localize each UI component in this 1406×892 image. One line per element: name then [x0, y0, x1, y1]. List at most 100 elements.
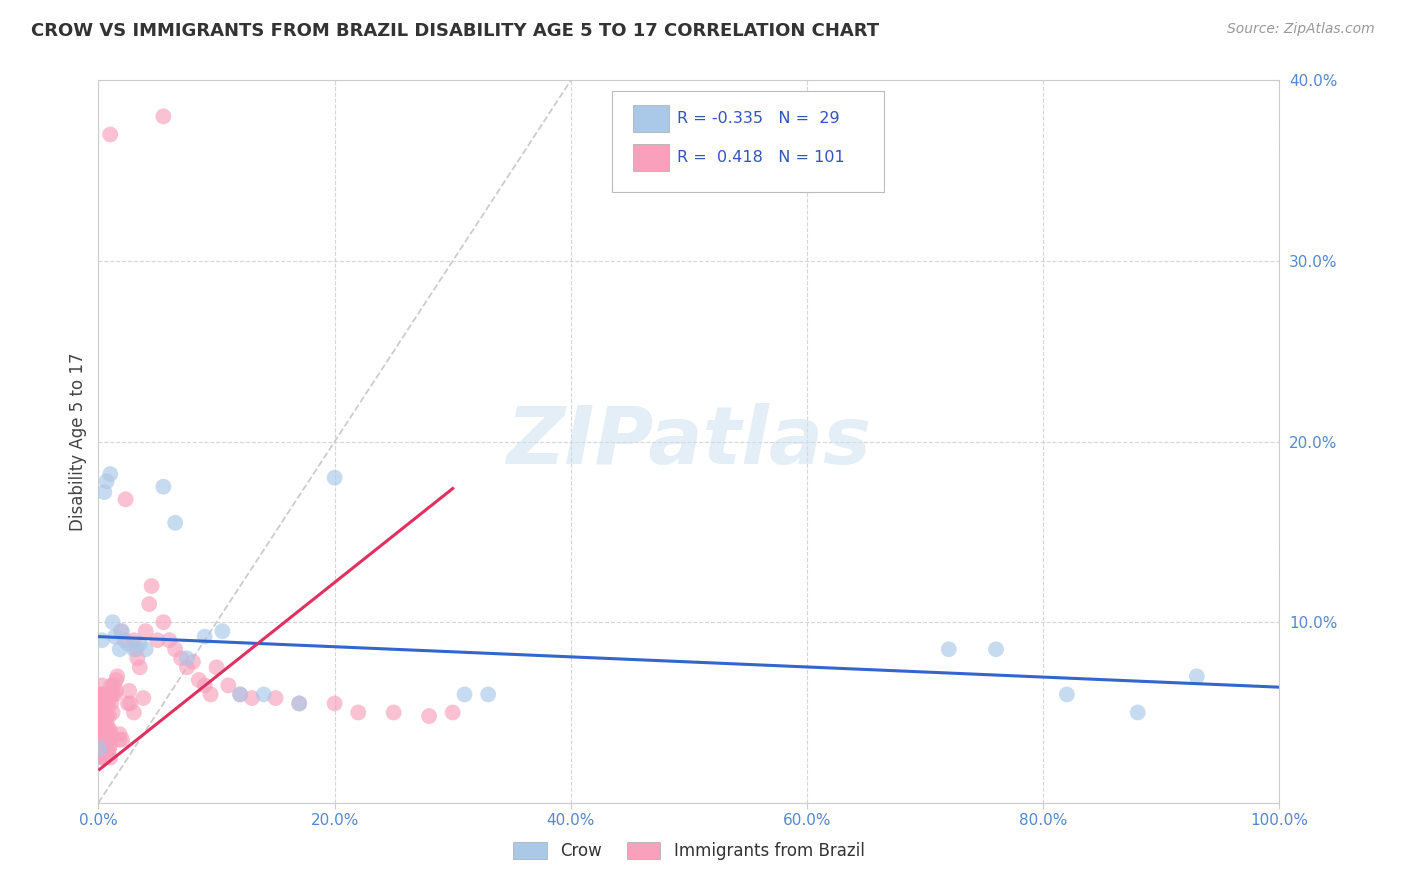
Point [1056, 687, 1078, 701]
Point [105, 683, 128, 698]
Point [98, 723, 121, 738]
Point [91, 732, 114, 747]
Point [91, 687, 114, 701]
Point [105, 673, 128, 687]
Point [125, 642, 148, 657]
Point [127, 651, 149, 665]
Point [152, 615, 174, 630]
Point [288, 697, 311, 711]
Point [187, 673, 209, 687]
Point [94, 706, 117, 720]
FancyBboxPatch shape [612, 91, 884, 193]
Point [91, 720, 114, 734]
Point [108, 727, 131, 741]
Point [108, 642, 131, 657]
Point [111, 624, 134, 639]
Point [101, 687, 124, 701]
Point [100, 697, 122, 711]
Point [98, 727, 121, 741]
Point [96, 745, 118, 759]
Point [138, 597, 160, 611]
Point [91, 738, 114, 752]
Point [90, 727, 112, 741]
Point [176, 651, 198, 665]
Point [122, 706, 145, 720]
Point [89, 741, 111, 756]
Point [211, 624, 233, 639]
Point [253, 687, 276, 701]
Point [229, 687, 252, 701]
Point [91, 745, 114, 759]
Point [152, 109, 174, 123]
Point [323, 471, 346, 485]
Point [100, 678, 122, 692]
Point [103, 678, 125, 692]
Point [94, 720, 117, 734]
Point [96, 736, 118, 750]
Point [128, 637, 150, 651]
Point [229, 687, 252, 701]
Point [91, 723, 114, 738]
Point [98, 709, 121, 723]
Point [118, 683, 141, 698]
Legend: Crow, Immigrants from Brazil: Crow, Immigrants from Brazil [506, 835, 872, 867]
Point [93, 702, 115, 716]
Point [98, 741, 121, 756]
Point [194, 630, 217, 644]
Text: Source: ZipAtlas.com: Source: ZipAtlas.com [1227, 22, 1375, 37]
Point [90, 691, 112, 706]
Text: ZIPatlas: ZIPatlas [506, 402, 872, 481]
Point [264, 691, 287, 706]
Point [96, 697, 118, 711]
Point [984, 642, 1007, 657]
Point [477, 687, 499, 701]
Point [91, 714, 114, 729]
Point [97, 745, 120, 759]
Y-axis label: Disability Age 5 to 17: Disability Age 5 to 17 [69, 352, 87, 531]
Point [97, 732, 120, 747]
Point [1126, 706, 1149, 720]
Point [94, 687, 117, 701]
Point [323, 697, 346, 711]
Point [104, 687, 127, 701]
Point [93, 714, 115, 729]
Point [122, 633, 145, 648]
Text: CROW VS IMMIGRANTS FROM BRAZIL DISABILITY AGE 5 TO 17 CORRELATION CHART: CROW VS IMMIGRANTS FROM BRAZIL DISABILIT… [31, 22, 879, 40]
Point [200, 687, 222, 701]
Point [101, 615, 124, 630]
Point [98, 467, 121, 481]
Point [93, 750, 115, 764]
Point [135, 642, 157, 657]
Point [93, 727, 115, 741]
Point [93, 691, 115, 706]
Point [89, 741, 111, 756]
Point [170, 651, 193, 665]
Point [96, 709, 118, 723]
Point [418, 709, 440, 723]
Point [288, 697, 311, 711]
Point [205, 660, 228, 674]
Point [96, 723, 118, 738]
Point [135, 624, 157, 639]
Point [91, 741, 114, 756]
Point [105, 669, 128, 683]
Point [146, 633, 169, 648]
Point [117, 697, 139, 711]
Point [217, 678, 239, 692]
Point [91, 697, 114, 711]
Point [128, 660, 150, 674]
Point [101, 706, 124, 720]
Point [93, 741, 115, 756]
Point [91, 709, 114, 723]
Point [120, 697, 142, 711]
Point [111, 732, 134, 747]
Point [122, 642, 145, 657]
Point [97, 697, 120, 711]
Point [181, 655, 204, 669]
Point [91, 731, 114, 745]
Point [112, 633, 135, 648]
Point [91, 633, 114, 648]
Point [938, 642, 960, 657]
Point [453, 687, 475, 701]
Point [152, 480, 174, 494]
